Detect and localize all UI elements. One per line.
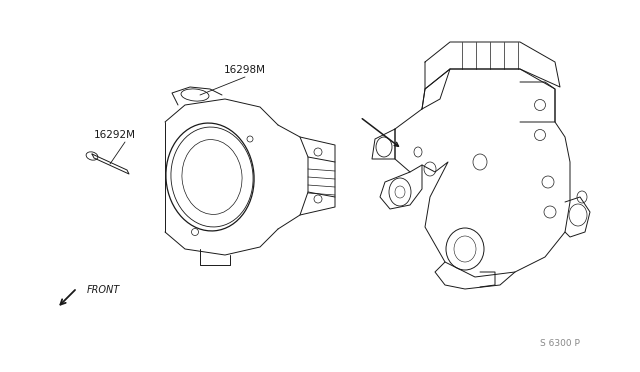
- Text: FRONT: FRONT: [87, 285, 120, 295]
- Text: S 6300 P: S 6300 P: [540, 340, 580, 349]
- Text: 16298M: 16298M: [224, 65, 266, 75]
- Text: 16292M: 16292M: [94, 130, 136, 140]
